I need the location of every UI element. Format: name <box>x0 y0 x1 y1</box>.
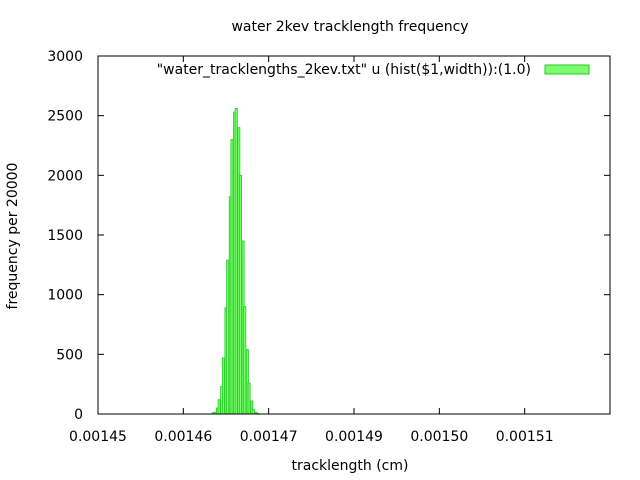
histogram-bar <box>239 174 242 415</box>
y-tick-label: 1000 <box>47 288 83 304</box>
y-tick-label: 0 <box>74 407 83 423</box>
y-tick-label: 2000 <box>47 168 83 184</box>
y-tick-label: 3000 <box>47 49 83 65</box>
histogram-bar <box>226 259 230 415</box>
legend-label: "water_tracklengths_2kev.txt" u (hist($1… <box>157 62 531 78</box>
plot-axes <box>97 55 611 415</box>
x-tick-label: 0.00151 <box>496 429 554 445</box>
x-tick-label: 0.00150 <box>410 429 468 445</box>
histogram-bar <box>230 139 234 415</box>
histogram-bar <box>243 306 247 415</box>
x-tick-label: 0.00146 <box>154 429 212 445</box>
y-axis-label: frequency per 20000 <box>5 163 21 310</box>
legend: "water_tracklengths_2kev.txt" u (hist($1… <box>157 62 590 78</box>
x-tick-label: 0.00145 <box>69 429 127 445</box>
legend-swatch <box>544 64 590 75</box>
axis-ticks: 0.00145 0.00146 0.00147 0.00149 0.00150 0.001… <box>47 49 610 445</box>
histogram-bar <box>217 399 221 415</box>
y-tick-label: 1500 <box>47 228 83 244</box>
y-tick-label: 2500 <box>47 109 83 125</box>
histogram-bar <box>247 382 251 415</box>
histogram-bar <box>234 108 238 415</box>
y-tick-label: 500 <box>56 347 83 363</box>
histogram-bars <box>211 108 260 415</box>
histogram-bar <box>251 408 255 415</box>
histogram-bar <box>221 357 225 415</box>
x-tick-label: 0.00149 <box>325 429 383 445</box>
x-axis-label: tracklength (cm) <box>292 458 409 474</box>
x-tick-label: 0.00147 <box>240 429 298 445</box>
plot-border <box>97 55 611 415</box>
chart-title: water 2kev tracklength frequency <box>231 19 468 35</box>
